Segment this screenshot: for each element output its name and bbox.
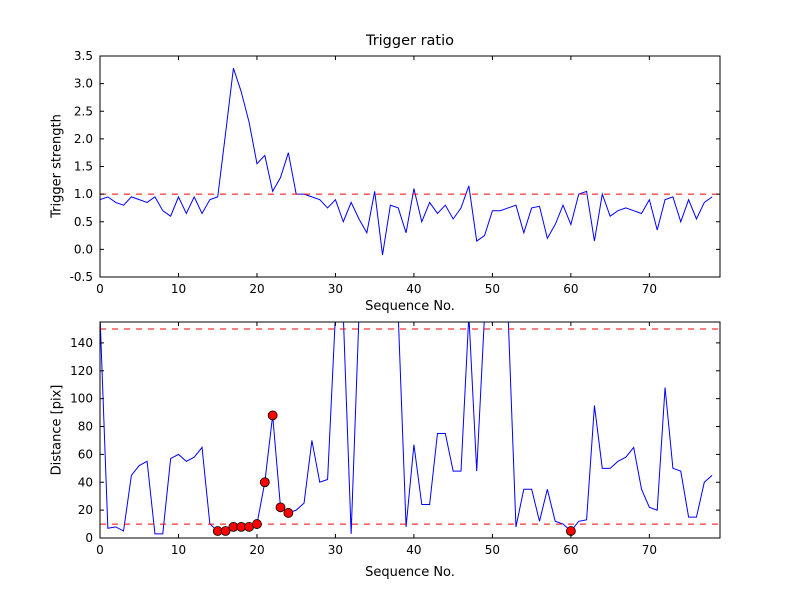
x-tick-label: 40 <box>406 543 421 557</box>
bottom-y-axis-label: Distance [pix] <box>49 384 65 476</box>
top-x-axis-label: Sequence No. <box>365 299 455 314</box>
y-tick-label: 40 <box>78 475 93 489</box>
subplot-1: 0 10 20 30 40 50 60 70 0 20 40 60 80 100 120 140 <box>70 321 721 557</box>
x-tick-label: 30 <box>328 543 343 557</box>
y-tick-label: 120 <box>70 364 93 378</box>
y-tick-label: 0 <box>85 531 93 545</box>
marker-point <box>252 519 262 529</box>
marker-point <box>275 502 286 513</box>
chart-title: Trigger ratio <box>365 33 455 49</box>
y-tick-label: 20 <box>78 503 93 517</box>
x-tick-label: 20 <box>249 282 264 296</box>
x-tick-label: 0 <box>96 543 104 557</box>
x-tick-label: 30 <box>328 282 343 296</box>
y-tick-label: 3.0 <box>74 77 93 91</box>
y-tick-label: 80 <box>78 420 93 434</box>
x-tick-label: 20 <box>249 543 264 557</box>
x-tick-label: 10 <box>171 282 186 296</box>
x-tick-label: 10 <box>171 543 186 557</box>
x-tick-label: 70 <box>642 282 657 296</box>
data-line <box>100 68 713 255</box>
marker-point <box>267 410 278 421</box>
x-tick-label: 0 <box>96 282 104 296</box>
axes-frame <box>99 321 721 539</box>
marker-point <box>220 526 231 536</box>
x-tick-label: 50 <box>485 282 500 296</box>
y-tick-label: 60 <box>78 447 93 461</box>
x-tick-label: 60 <box>563 282 578 296</box>
y-tick-label: 3.5 <box>74 49 93 63</box>
y-tick-label: 0.5 <box>74 215 93 229</box>
data-line <box>100 322 713 535</box>
axes-frame <box>99 55 721 278</box>
marker-point <box>259 477 270 488</box>
marker-point <box>283 508 294 518</box>
y-tick-label: 2.5 <box>74 104 93 118</box>
y-tick-label: 100 <box>70 392 93 406</box>
subplot-0: 0 10 20 30 40 50 60 70 -0.5 0.0 0.5 1.0 1.5 2.0 2.5 3.0… <box>70 49 721 296</box>
y-tick-label: -0.5 <box>70 270 93 284</box>
x-tick-label: 40 <box>406 282 421 296</box>
x-tick-label: 70 <box>642 543 657 557</box>
x-tick-label: 60 <box>563 543 578 557</box>
y-tick-label: 1.5 <box>74 160 93 174</box>
y-tick-label: 2.0 <box>74 132 93 146</box>
top-y-axis-label: Trigger strength <box>49 114 65 218</box>
y-tick-label: 140 <box>70 336 93 350</box>
x-tick-label: 50 <box>485 543 500 557</box>
y-tick-label: 0.0 <box>74 242 93 256</box>
bottom-x-axis-label: Sequence No. <box>365 565 455 580</box>
y-tick-label: 1.0 <box>74 187 93 201</box>
